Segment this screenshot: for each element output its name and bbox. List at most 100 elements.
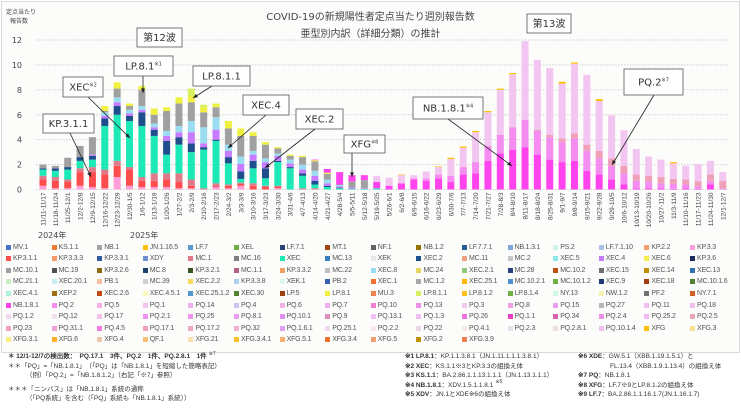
bar-segment-KP.3.1.1 <box>138 180 146 188</box>
bar-segment-MC.1 <box>274 185 282 188</box>
legend-swatch <box>507 325 513 331</box>
legend-swatch <box>644 302 650 308</box>
legend-item-PQ.2.2: PQ.2.2 <box>370 323 399 333</box>
footnote-text: ：GW.5.1（XBB.1.19.1.5.1）と <box>602 353 694 360</box>
bar-segment-MC.10.1 <box>200 112 208 128</box>
legend-item-MC.39: MC.39 <box>142 277 170 287</box>
legend-label: MC.21.1 <box>13 278 39 286</box>
bar-segment-XFG <box>459 146 467 148</box>
legend-swatch <box>370 290 376 296</box>
legend-item-PQ.13: PQ.13 <box>416 300 442 310</box>
bar-segment-XEC.2 <box>64 167 72 170</box>
bar-segment-PQ.2 <box>472 162 480 174</box>
bar-segment-PQ.1 <box>422 171 430 179</box>
legend-label: PQ.11 <box>651 301 670 309</box>
footnote-key: ※5 XDV <box>405 391 430 398</box>
legend-swatch <box>462 302 467 308</box>
legend-item-PQ.2.1: PQ.2.1 <box>142 312 171 322</box>
bar-segment-MC.10.1 <box>126 106 134 110</box>
legend-label: NB.1.3.1 <box>514 243 541 251</box>
legend-label: XEC <box>286 255 301 263</box>
legend-item-XFG.4: XFG.4 <box>97 335 124 345</box>
bar-segment-MC.1 <box>64 179 72 183</box>
legend-item-NW.1.2: NW.1.2 <box>598 288 628 298</box>
legend-label: NY.7.1 <box>697 289 717 297</box>
footnote-line: ※9 LF.7：BA.2.86.1.1.16.1.7(JN.1.16.1.7) <box>578 390 721 400</box>
bar-segment-NB.1.8.1 <box>336 172 344 185</box>
legend-item-MC.2: MC.2 <box>507 254 531 264</box>
bar-segment-XEC <box>311 184 319 189</box>
legend-swatch <box>462 325 467 331</box>
bar-segment-PQ.1 <box>657 159 665 178</box>
bar-segment-MC.10.1 <box>76 145 84 158</box>
bar-segment-XEC.8 <box>249 150 257 155</box>
annotation-label: NB.1.8.1※4 <box>423 104 473 115</box>
legend-item-PQ.1.3: PQ.1.3 <box>416 312 444 322</box>
bar-stack <box>546 68 554 190</box>
legend-label: MC.24 <box>423 266 444 274</box>
x-tick-label: 6/9-6/15 <box>411 192 418 216</box>
bar-segment-XEC.4 <box>323 183 331 186</box>
legend-label: XEC.2.6 <box>104 289 129 297</box>
legend-item-NB.1.3.1: NB.1.3.1 <box>507 242 541 252</box>
legend-swatch <box>51 244 57 250</box>
bar-stack <box>422 171 430 190</box>
legend-swatch <box>598 244 604 250</box>
footnote-key: ※3 KS.1.1 <box>405 372 436 379</box>
bar-segment-PQ.2 <box>509 127 517 150</box>
legend-label: PQ.12 <box>58 313 78 321</box>
annotation-box <box>295 108 344 130</box>
legend-item-KS.1.1: KS.1.1 <box>51 242 79 252</box>
legend-swatch <box>325 337 331 343</box>
bar-segment-LP.8.1 <box>101 106 109 112</box>
bar-segment-KP.3.3 <box>187 188 195 190</box>
year-label-2024: 2024年 <box>38 231 67 240</box>
footnote-text: ：NB.1.8.1 <box>598 372 631 379</box>
bar-segment-PQ.2 <box>608 165 616 180</box>
legend-label: XFG.5 <box>377 336 398 344</box>
arrowhead-icon <box>265 163 270 168</box>
wave-13-label: 第13波 <box>526 13 572 34</box>
legend-swatch <box>598 325 604 331</box>
legend-swatch <box>325 256 331 262</box>
legend-label: MC.10.2.1 <box>514 278 546 286</box>
legend-item-LF.7.1.10: LF.7.1.10 <box>598 242 633 252</box>
bar-segment-KP.3.1.1 <box>261 187 269 190</box>
legend-swatch <box>690 279 695 285</box>
bar-segment-PQ.17.1 <box>694 181 702 187</box>
bar-segment-XEC.4 <box>138 109 146 113</box>
bar-segment-XEC.4 <box>187 132 195 144</box>
legend-swatch <box>598 314 604 320</box>
legend-swatch <box>142 244 148 250</box>
bar-segment-XFG <box>447 157 455 159</box>
legend-label: MC.1.2 <box>423 278 445 286</box>
legend-item-NY.7.1: NY.7.1 <box>690 288 717 298</box>
legend-item-PQ.5: PQ.5 <box>97 300 120 310</box>
legend-item-NF.1: NF.1 <box>370 242 392 252</box>
legend-item-NB.1.2: NB.1.2 <box>416 242 444 252</box>
legend-swatch <box>234 256 239 262</box>
legend-label: XFG.3.1 <box>13 336 38 344</box>
bar-stack <box>533 59 541 190</box>
legend-item-XEC.9: XEC.9 <box>598 277 625 287</box>
bar-segment-XEC.2 <box>138 112 146 126</box>
bar-segment-KP.3.1.1 <box>101 174 109 189</box>
legend-swatch <box>690 244 695 250</box>
legend-item-PQ.4.1: PQ.4.1 <box>462 323 490 333</box>
bar-segment-MC.1 <box>150 173 158 181</box>
bar-segment-XEC.2 <box>200 147 208 150</box>
legend-item-PQ.4.5: PQ.4.5 <box>97 323 125 333</box>
legend-item-MC.19: MC.19 <box>51 265 78 275</box>
bar-segment-PQ.1 <box>583 74 591 145</box>
bar-segment-PQ.2 <box>422 178 430 181</box>
bar-segment-XEC.8 <box>336 185 344 187</box>
x-tick-label: 12/9-12/15 <box>90 192 97 223</box>
legend-item-LP.8.1.4: LP.8.1.4 <box>507 288 538 298</box>
footnote-key: ※4 NB.1.8.1 <box>405 381 442 389</box>
legend-item-XEC.2.2: XEC.2.2 <box>188 277 220 287</box>
annotation-sup: ※4 <box>466 104 473 110</box>
legend-label: PQ.17.1 <box>149 324 175 332</box>
legend-label: NW.1.2 <box>605 289 628 297</box>
legend-item-PQ.2.4: PQ.2.4 <box>598 312 627 322</box>
legend-item-PQ.1: PQ.1 <box>142 300 165 310</box>
